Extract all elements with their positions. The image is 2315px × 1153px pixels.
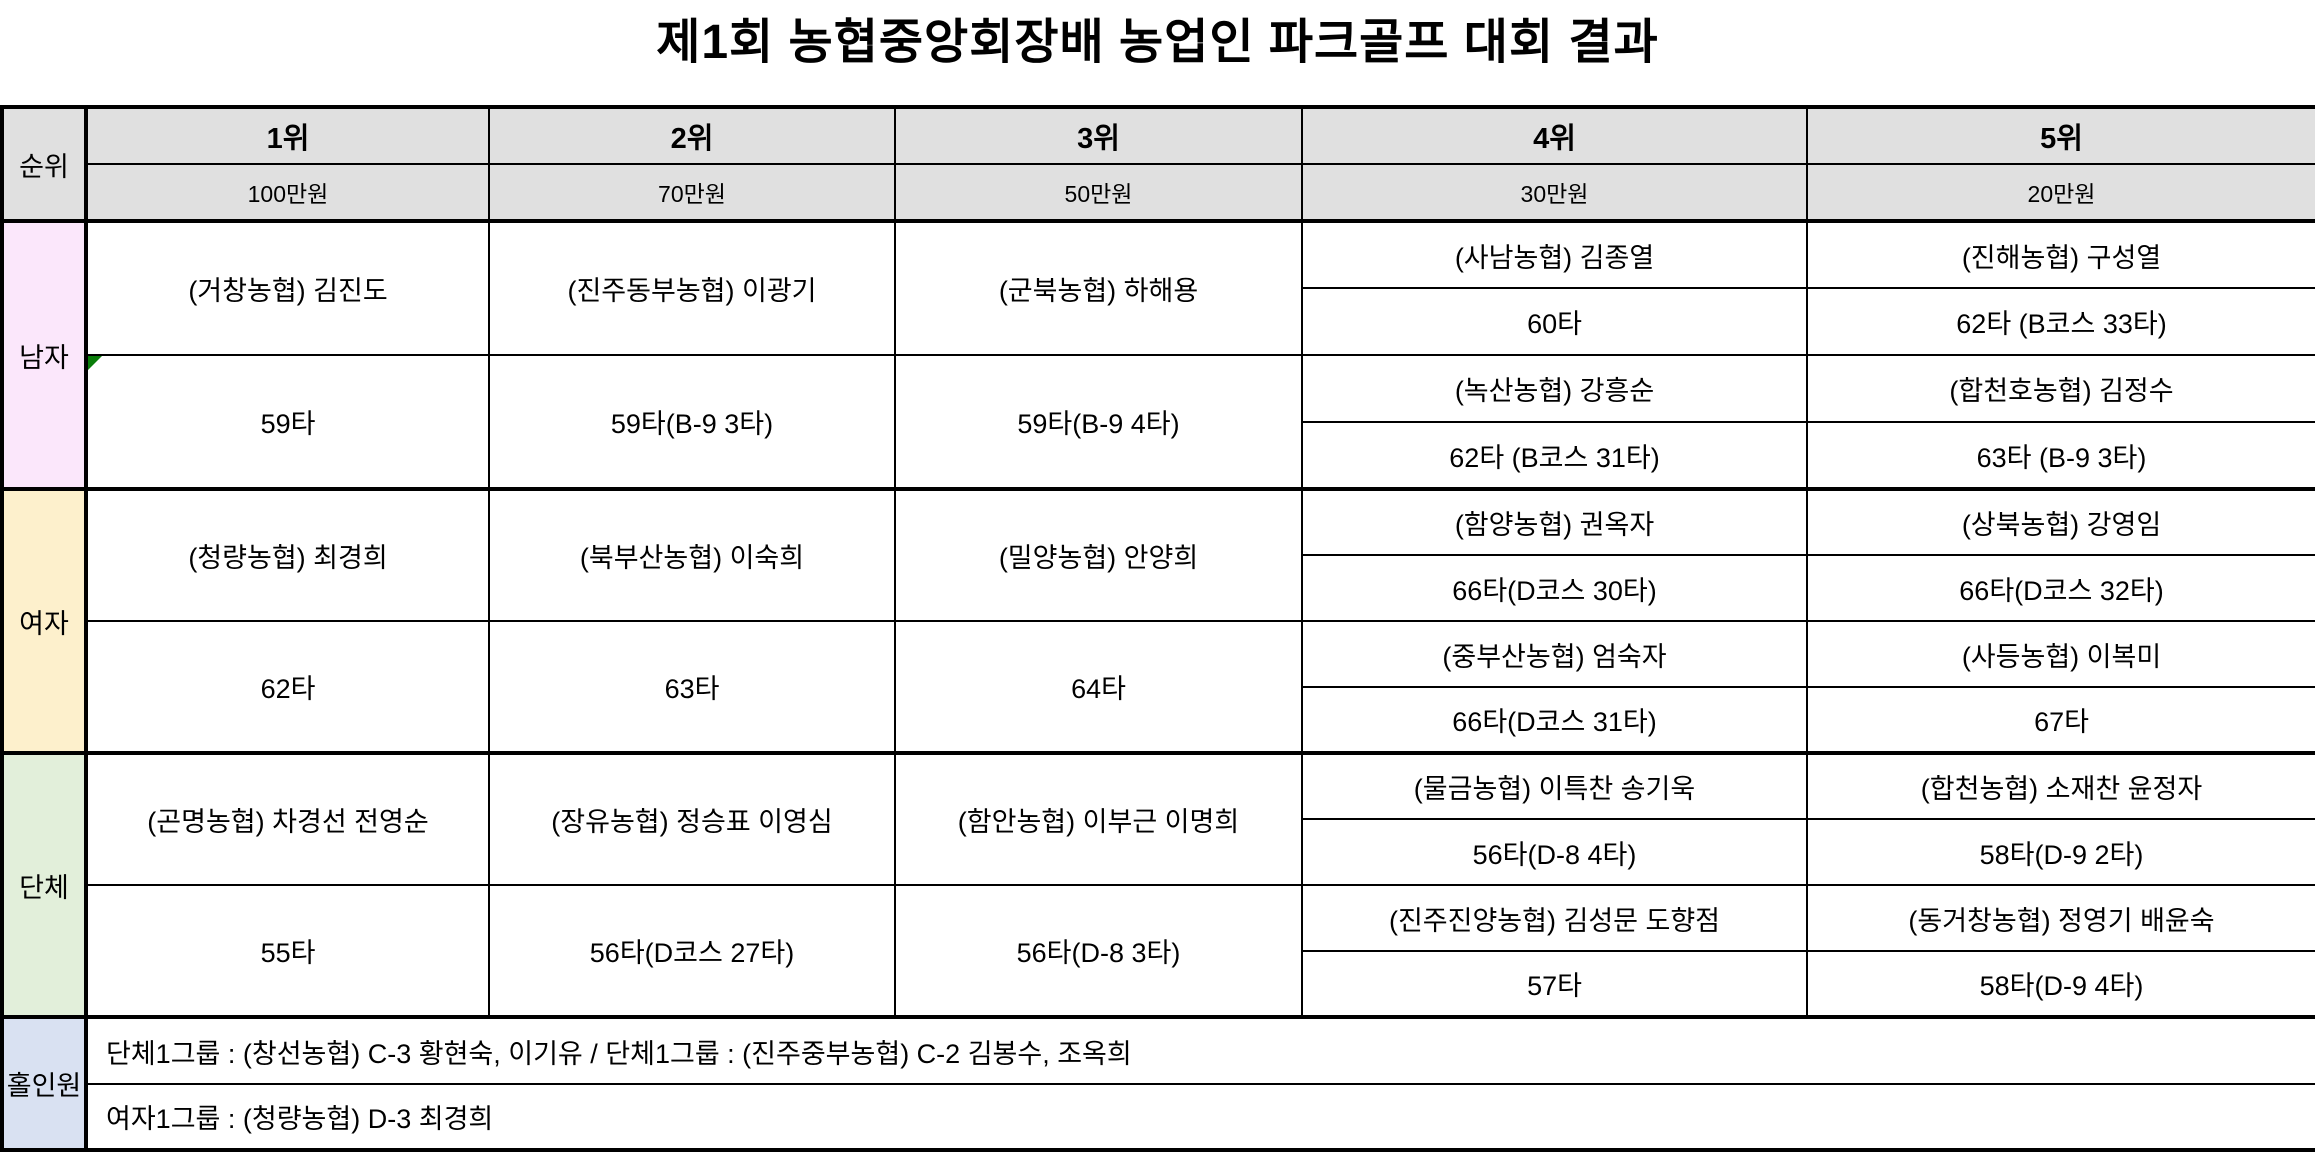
holeinone-row-2: 여자1그룹 : (청량농협) D-3 최경희 — [2, 1083, 2315, 1151]
team-4th-a-score: 56타(D-8 4타) — [1301, 818, 1808, 886]
header-rank-5: 5위 — [1806, 106, 2315, 165]
team-row-1: 단체 (곤명농협) 차경선 전영순 (장유농협) 정승표 이영심 (함안농협) … — [1, 752, 2315, 1019]
men-3rd-score: 59타(B-9 4타) — [894, 354, 1303, 491]
header-rank-4: 4위 — [1301, 106, 1808, 165]
women-4th-b-name: (중부산농협) 엄숙자 — [1301, 620, 1808, 688]
men-4th-b-name: (녹산농협) 강흥순 — [1301, 354, 1808, 423]
women-4th-a-name: (함양농협) 권옥자 — [1301, 488, 1808, 556]
team-5th-b-score: 58타(D-9 4타) — [1806, 950, 2315, 1019]
header-prize-5: 20만원 — [1806, 163, 2315, 223]
women-3rd-score: 64타 — [894, 620, 1303, 755]
team-2nd-name: (장유농협) 정승표 이영심 — [488, 752, 896, 886]
holeinone-line-2: 여자1그룹 : (청량농협) D-3 최경희 — [85, 1083, 2315, 1151]
header-prize-2: 70만원 — [488, 163, 896, 223]
women-5th-a-score: 66타(D코스 32타) — [1806, 554, 2315, 622]
page-title: 제1회 농협중앙회장배 농업인 파크골프 대회 결과 — [656, 16, 1659, 69]
men-3rd-name: (군북농협) 하해용 — [894, 220, 1303, 356]
women-5th-b-score: 67타 — [1806, 686, 2315, 755]
men-5th-b-name: (합천호농협) 김정수 — [1806, 354, 2315, 423]
header-prize-4: 30만원 — [1301, 163, 1808, 223]
team-1st-name: (곤명농협) 차경선 전영순 — [85, 752, 490, 886]
women-1st-score: 62타 — [85, 620, 490, 755]
men-row-1: 남자 (거창농협) 김진도 (진주동부농협) 이광기 (군북농협) 하해용 (사… — [1, 220, 2315, 491]
team-5th-b-name: (동거창농협) 정영기 배윤숙 — [1806, 884, 2315, 952]
men-section-label: 남자 — [1, 220, 88, 491]
header-rank-3: 3위 — [894, 106, 1303, 165]
team-section-label: 단체 — [1, 752, 88, 1019]
men-4th-a-name: (사남농협) 김종열 — [1301, 220, 1808, 289]
men-2nd-name: (진주동부농협) 이광기 — [488, 220, 896, 356]
women-2nd-name: (북부산농협) 이숙희 — [488, 488, 896, 622]
holeinone-row-1: 홀인원 단체1그룹 : (창선농협) C-3 황현숙, 이기유 / 단체1그룹 … — [1, 1016, 2315, 1151]
women-row-4: 66타(D코스 31타) 67타 — [2, 686, 2315, 755]
team-4th-b-name: (진주진양농협) 김성문 도향점 — [1301, 884, 1808, 952]
team-4th-b-score: 57타 — [1301, 950, 1808, 1019]
holeinone-line-1: 단체1그룹 : (창선농협) C-3 황현숙, 이기유 / 단체1그룹 : (진… — [85, 1016, 2315, 1085]
men-4th-a-score: 60타 — [1301, 287, 1808, 356]
men-row-4: 62타 (B코스 31타) 63타 (B-9 3타) — [2, 421, 2315, 491]
men-5th-b-score: 63타 (B-9 3타) — [1806, 421, 2315, 491]
men-5th-a-name: (진해농협) 구성열 — [1806, 220, 2315, 289]
team-row-3: 55타 56타(D코스 27타) 56타(D-8 3타) (진주진양농협) 김성… — [2, 884, 2315, 1019]
team-5th-a-score: 58타(D-9 2타) — [1806, 818, 2315, 886]
header-rank-2: 2위 — [488, 106, 896, 165]
team-1st-score: 55타 — [85, 884, 490, 1019]
women-3rd-name: (밀양농협) 안양희 — [894, 488, 1303, 622]
holeinone-section-label: 홀인원 — [1, 1016, 88, 1151]
men-1st-score-text: 59타 — [260, 409, 316, 439]
women-section-label: 여자 — [1, 488, 88, 755]
header-row-prizes: 100만원 70만원 50만원 30만원 20만원 — [2, 163, 2315, 223]
women-row-3: 62타 63타 64타 (중부산농협) 엄숙자 (사등농협) 이복미 — [2, 620, 2315, 755]
men-2nd-score: 59타(B-9 3타) — [488, 354, 896, 491]
women-row-1: 여자 (청량농협) 최경희 (북부산농협) 이숙희 (밀양농협) 안양희 (함양… — [1, 488, 2315, 755]
women-5th-a-name: (상북농협) 강영임 — [1806, 488, 2315, 556]
women-5th-b-name: (사등농협) 이복미 — [1806, 620, 2315, 688]
header-rank-1: 1위 — [85, 106, 490, 165]
women-1st-name: (청량농협) 최경희 — [85, 488, 490, 622]
header-prize-1: 100만원 — [85, 163, 490, 223]
team-2nd-score: 56타(D코스 27타) — [488, 884, 896, 1019]
team-row-2: 56타(D-8 4타) 58타(D-9 2타) — [2, 818, 2315, 886]
team-3rd-name: (함안농협) 이부근 이명희 — [894, 752, 1303, 886]
team-row-4: 57타 58타(D-9 4타) — [2, 950, 2315, 1019]
women-row-2: 66타(D코스 30타) 66타(D코스 32타) — [2, 554, 2315, 622]
men-1st-name: (거창농협) 김진도 — [85, 220, 490, 356]
men-5th-a-score: 62타 (B코스 33타) — [1806, 287, 2315, 356]
results-table: 순위 1위 2위 3위 4위 5위 100만원 70만원 50만원 30만원 2… — [0, 105, 2315, 1152]
women-2nd-score: 63타 — [488, 620, 896, 755]
men-row-3: 59타 59타(B-9 3타) 59타(B-9 4타) (녹산농협) 강흥순 (… — [2, 354, 2315, 491]
header-row-ranks: 순위 1위 2위 3위 4위 5위 — [1, 106, 2315, 223]
team-3rd-score: 56타(D-8 3타) — [894, 884, 1303, 1019]
cell-note-triangle-icon — [88, 357, 102, 370]
women-4th-b-score: 66타(D코스 31타) — [1301, 686, 1808, 755]
team-4th-a-name: (물금농협) 이특찬 송기욱 — [1301, 752, 1808, 820]
team-5th-a-name: (합천농협) 소재찬 윤정자 — [1806, 752, 2315, 820]
men-1st-score: 59타 — [85, 354, 490, 491]
header-prize-3: 50만원 — [894, 163, 1303, 223]
rank-corner-label: 순위 — [1, 106, 88, 223]
men-row-2: 60타 62타 (B코스 33타) — [2, 287, 2315, 356]
men-4th-b-score: 62타 (B코스 31타) — [1301, 421, 1808, 491]
women-4th-a-score: 66타(D코스 30타) — [1301, 554, 1808, 622]
